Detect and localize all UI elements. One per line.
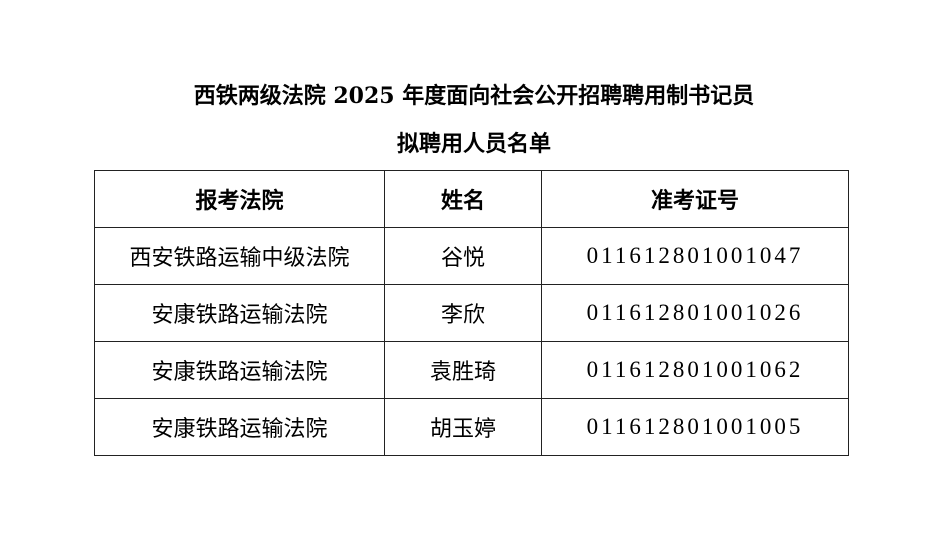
court-cell: 西安铁路运输中级法院 xyxy=(94,227,385,285)
table-row: 安康铁路运输法院 胡玉婷 011612801001005 xyxy=(94,398,849,456)
name-cell: 李欣 xyxy=(384,284,542,342)
name-cell: 胡玉婷 xyxy=(384,398,542,456)
table-row: 安康铁路运输法院 李欣 011612801001026 xyxy=(94,284,849,342)
exam-id-cell: 011612801001062 xyxy=(541,341,849,399)
name-cell: 谷悦 xyxy=(384,227,542,285)
document-title: 西铁两级法院 2025 年度面向社会公开招聘聘用制书记员 xyxy=(193,83,755,109)
table-header-row: 报考法院 姓名 准考证号 xyxy=(94,170,849,228)
table-row: 安康铁路运输法院 袁胜琦 011612801001062 xyxy=(94,341,849,399)
candidate-table: 报考法院 姓名 准考证号 西安铁路运输中级法院 谷悦 0116128010010… xyxy=(94,170,849,456)
table-row: 西安铁路运输中级法院 谷悦 011612801001047 xyxy=(94,227,849,285)
name-cell: 袁胜琦 xyxy=(384,341,542,399)
header-exam-id: 准考证号 xyxy=(541,170,849,228)
court-cell: 安康铁路运输法院 xyxy=(94,284,385,342)
exam-id-cell: 011612801001047 xyxy=(541,227,849,285)
exam-id-cell: 011612801001026 xyxy=(541,284,849,342)
exam-id-cell: 011612801001005 xyxy=(541,398,849,456)
header-court: 报考法院 xyxy=(94,170,385,228)
header-name: 姓名 xyxy=(384,170,542,228)
court-cell: 安康铁路运输法院 xyxy=(94,341,385,399)
document-subtitle: 拟聘用人员名单 xyxy=(396,131,551,157)
court-cell: 安康铁路运输法院 xyxy=(94,398,385,456)
